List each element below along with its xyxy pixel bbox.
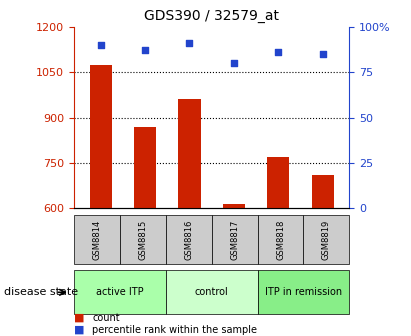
Text: GSM8814: GSM8814	[92, 219, 102, 259]
Text: active ITP: active ITP	[96, 287, 144, 297]
Bar	[312, 175, 334, 208]
Bar	[134, 127, 156, 208]
Text: GSM8817: GSM8817	[230, 219, 239, 260]
Bar	[223, 204, 245, 208]
Text: ■: ■	[74, 312, 85, 323]
Point	[275, 50, 282, 55]
Point	[186, 41, 193, 46]
Bar	[90, 65, 112, 208]
Point	[142, 48, 148, 53]
Point	[231, 60, 237, 66]
Text: disease state: disease state	[4, 287, 78, 297]
Text: GSM8818: GSM8818	[276, 219, 285, 260]
Title: GDS390 / 32579_at: GDS390 / 32579_at	[144, 9, 279, 23]
Text: GSM8819: GSM8819	[322, 219, 331, 259]
Bar	[267, 157, 289, 208]
Bar	[178, 99, 201, 208]
Text: count: count	[92, 312, 120, 323]
Text: percentile rank within the sample: percentile rank within the sample	[92, 325, 257, 335]
Text: ■: ■	[74, 325, 85, 335]
Text: control: control	[195, 287, 229, 297]
Point	[97, 42, 104, 48]
Text: GSM8815: GSM8815	[139, 219, 147, 259]
Text: GSM8816: GSM8816	[184, 219, 193, 260]
Text: ITP in remission: ITP in remission	[265, 287, 342, 297]
Point	[319, 51, 326, 57]
